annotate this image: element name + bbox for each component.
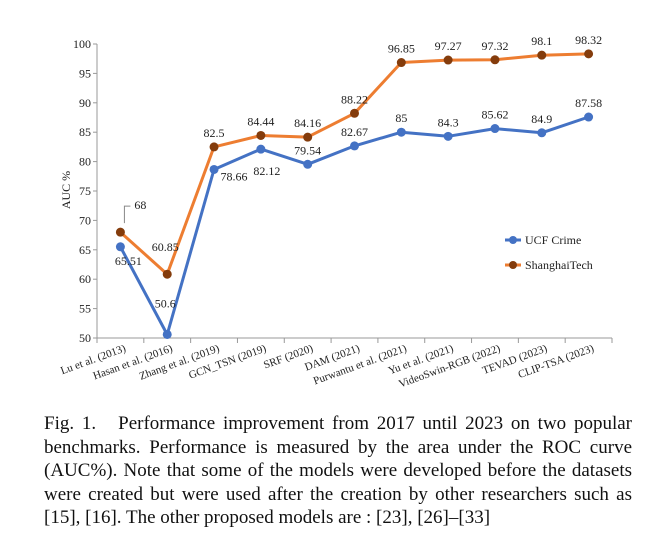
data-label: 78.66 [221,169,248,183]
data-label: 65.51 [115,254,142,268]
data-point [256,130,266,140]
data-label: 84.16 [294,116,321,130]
data-point [584,49,594,59]
data-point [537,50,547,60]
data-point [209,142,219,152]
series-layer: 65.51 50.6 78.66 82.12 79.54 82.67 85 84.3 85.62… [115,33,602,339]
y-tick-label: 60 [79,272,91,286]
data-label: 82.5 [204,126,225,140]
data-point [396,58,406,68]
data-label: 50.6 [155,296,176,310]
data-point [256,144,266,154]
y-tick-label: 85 [79,125,91,139]
data-label: 97.32 [481,39,508,53]
data-label: 60.85 [152,240,179,254]
data-point [209,164,219,174]
y-tick-label: 65 [79,243,91,257]
data-label: 84.3 [438,115,459,129]
y-axis-label: AUC % [59,171,73,209]
y-axis: 50 55 60 65 70 75 80 85 90 95 100 [73,37,98,345]
data-point [162,329,172,339]
y-tick-label: 90 [79,96,91,110]
data-point [537,128,547,138]
data-label: 87.58 [575,96,602,110]
data-label: 82.12 [253,164,280,178]
data-label: 68 [134,198,146,212]
data-label: 96.85 [388,42,415,56]
data-point [396,127,406,137]
data-point [162,269,172,279]
y-tick-label: 75 [79,184,91,198]
data-label: 79.54 [294,143,321,157]
y-tick-label: 100 [73,37,91,51]
data-point [115,227,125,237]
data-label: 98.32 [575,33,602,47]
data-point [443,131,453,141]
line-chart: AUC % 50 55 60 65 70 75 80 85 90 95 100 Lu et al. … [59,33,613,390]
legend-label: ShanghaiTech [525,258,593,272]
legend-swatch-marker [509,261,517,269]
data-point [443,55,453,65]
data-point [584,112,594,122]
data-point [490,124,500,134]
data-point [350,108,359,118]
data-label: 88.22 [341,92,368,106]
y-tick-label: 70 [79,213,91,227]
caption-text: Performance improvement from 2017 until … [44,413,632,528]
data-label: 85.62 [481,108,508,122]
legend-swatch-marker [509,236,517,244]
y-tick-label: 55 [79,302,91,316]
data-label: 84.9 [531,112,552,126]
legend-label: UCF Crime [525,233,581,247]
legend: UCF Crime ShanghaiTech [505,233,593,272]
data-point [303,159,313,169]
figure-caption: Fig. 1. Performance improvement from 2017… [44,412,632,530]
data-label: 84.44 [247,114,274,128]
caption-label: Fig. 1. [44,413,97,434]
data-point [350,141,359,151]
y-tick-label: 80 [79,155,91,169]
data-label: 97.27 [435,39,462,53]
y-tick-label: 95 [79,66,91,80]
x-axis: Lu et al. (2013)Hasan et al. (2016)Zhang… [59,337,613,390]
data-point [303,132,313,142]
data-label: 82.67 [341,125,368,139]
data-point [115,242,125,252]
y-tick-label: 50 [79,331,91,345]
leader-line [123,205,131,224]
data-point [490,55,500,65]
data-label: 85 [395,111,407,125]
data-label: 98.1 [531,34,552,48]
